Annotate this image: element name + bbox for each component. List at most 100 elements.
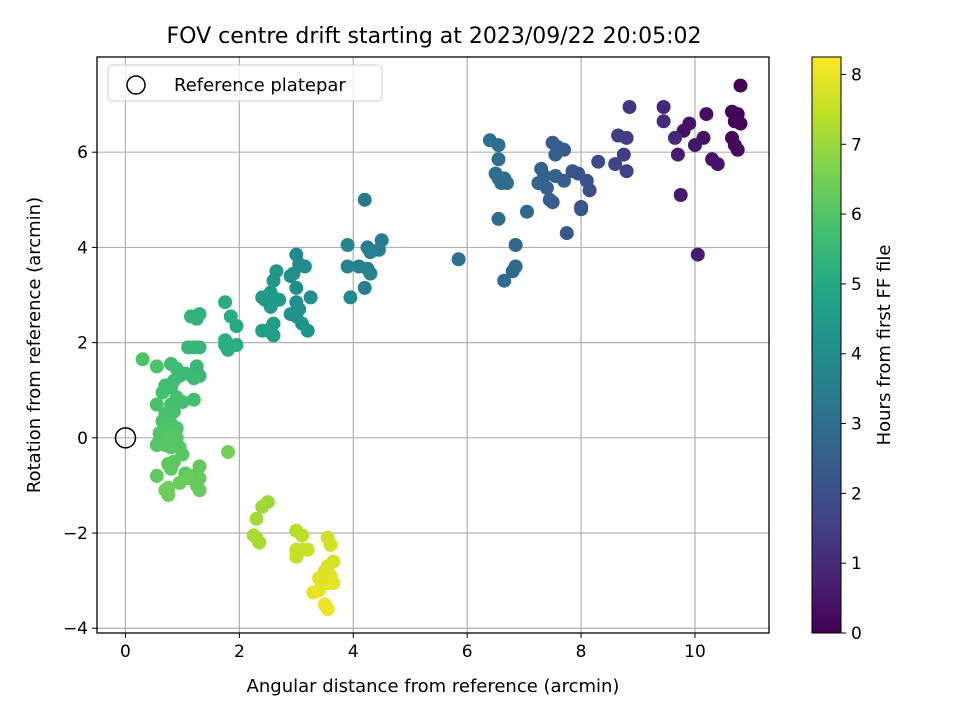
scatter-points [135,78,748,617]
data-point [656,114,671,129]
data-point [343,290,358,305]
colorbar-tick-label: 0 [851,624,862,644]
data-point [289,280,304,295]
data-point [149,397,164,412]
data-point [218,338,233,352]
colorbar-tick-label: 2 [851,484,862,504]
data-point [303,290,318,305]
data-point [295,528,309,543]
data-point [656,100,671,114]
plot-frame [96,56,770,634]
reference-marker [114,427,137,449]
y-axis-ticks: −4 −2 0 2 4 6 [63,143,97,639]
data-point [699,107,714,122]
data-point [451,252,466,267]
data-point [255,323,270,338]
legend-entry: Reference platepar [174,75,346,96]
data-point [582,183,597,198]
data-point [710,157,725,172]
data-point [508,238,523,252]
colorbar-tick-label: 5 [851,275,862,295]
data-point [155,385,170,400]
data-point [545,195,560,210]
colorbar-gradient [811,56,842,634]
data-point [488,166,503,181]
colorbar-ticks: 0 1 2 3 4 5 6 7 8 [841,65,862,644]
data-point [283,269,298,283]
data-point [164,357,178,371]
colorbar-tick-label: 6 [851,205,862,225]
data-point [184,309,198,324]
colorbar-tick-label: 7 [851,135,862,155]
data-point [505,264,520,279]
data-point [591,154,606,169]
data-point [619,164,634,179]
data-point [172,476,187,490]
data-point [357,280,372,295]
data-point [323,537,338,552]
data-point [192,340,207,355]
data-point [565,164,580,179]
data-point [300,323,315,338]
data-point [574,202,589,217]
y-tick-label: 0 [77,429,88,449]
x-tick-label: 0 [120,642,131,662]
data-point [255,499,270,514]
colorbar-tick-label: 1 [851,554,862,574]
legend: Reference platepar [107,64,383,102]
x-axis-label: Angular distance from reference (arcmin) [247,676,620,697]
x-axis-ticks: 0 2 4 6 8 10 [120,633,706,662]
data-point [690,247,705,262]
data-point [266,273,281,288]
colorbar-tick-label: 4 [851,345,862,365]
colorbar: 0 1 2 3 4 5 6 7 8 Hours from first FF file [811,56,895,644]
data-point [682,116,697,131]
data-point [733,78,748,93]
data-point [548,147,563,162]
data-point [673,188,688,202]
colorbar-tick-label: 3 [851,415,862,435]
data-point [491,152,506,167]
data-point [497,273,512,288]
x-tick-label: 8 [576,642,587,662]
y-tick-label: 4 [77,238,88,258]
x-tick-label: 10 [684,642,706,662]
data-point [192,483,207,498]
data-point [289,549,304,564]
data-point [491,211,506,226]
data-point [357,192,372,207]
data-point [164,461,178,476]
data-point [482,133,497,148]
data-point [352,259,366,274]
data-point [249,511,264,526]
y-tick-label: 2 [77,334,88,354]
legend-box [107,64,383,102]
data-point [218,295,233,310]
data-point [559,226,574,241]
data-point [340,238,355,252]
data-point [181,340,196,355]
data-point [158,483,173,498]
x-tick-label: 4 [348,642,359,662]
y-tick-label: −2 [63,524,88,544]
data-point [186,392,201,407]
data-point [149,468,164,483]
data-point [158,438,173,452]
data-point [622,100,637,114]
data-point [730,142,745,157]
data-point [545,135,560,150]
data-point [320,602,335,617]
data-point [326,576,341,590]
x-tick-label: 6 [462,642,473,662]
chart-title: FOV centre drift starting at 2023/09/22 … [167,24,702,49]
data-point [557,173,571,188]
data-point [520,204,534,219]
data-point [149,359,164,374]
data-point [255,290,270,305]
data-point [340,259,355,274]
data-point [616,147,631,162]
data-point [223,309,238,324]
data-point [619,130,634,145]
